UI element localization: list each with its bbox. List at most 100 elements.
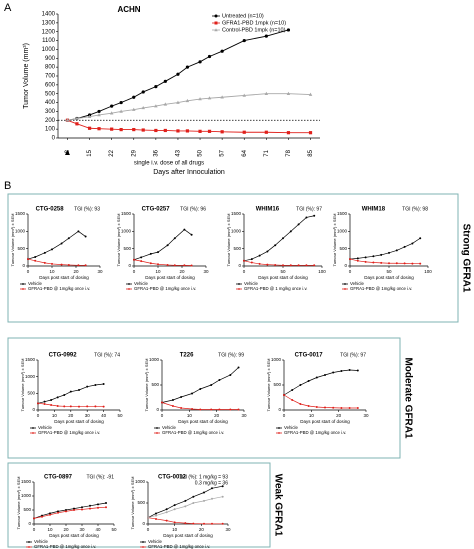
- y-axis-label: Tumour Volume (mm³) ± SEM: [332, 214, 337, 267]
- data-point: [214, 14, 218, 18]
- data-point: [155, 512, 157, 515]
- y-axis-label: Tumour Volume (mm³) ± SEM: [130, 477, 135, 530]
- data-point: [67, 237, 70, 240]
- data-point: [154, 128, 158, 133]
- data-point: [65, 118, 70, 122]
- x-axis-label: Days post start of dosing: [39, 275, 89, 280]
- data-point: [49, 512, 51, 515]
- data-point: [28, 541, 30, 543]
- data-point: [43, 400, 46, 403]
- data-point: [344, 288, 346, 290]
- data-point: [171, 405, 174, 407]
- x-tick-label: 10: [52, 413, 58, 418]
- legend-label: GFRA1-PBD @ 1mg/kg once i.v.: [162, 430, 224, 435]
- data-point: [34, 255, 37, 258]
- group-box: [7, 337, 401, 459]
- data-point: [173, 237, 176, 240]
- panel-label: A: [4, 2, 12, 14]
- data-point: [65, 510, 67, 513]
- data-point: [105, 502, 107, 504]
- data-point: [63, 394, 66, 396]
- data-point: [297, 264, 300, 267]
- data-point: [140, 260, 143, 263]
- series-line: [67, 29, 289, 121]
- annotation: TGI (%): 99: [218, 352, 244, 358]
- annotation: single i.v. dose of all drugs: [134, 161, 204, 167]
- data-point: [283, 394, 285, 396]
- data-point: [84, 235, 87, 238]
- legend-label: GFRA1-PBD @ 1mg/kg once i.v.: [148, 544, 210, 549]
- data-point: [155, 514, 157, 517]
- y-tick-label: 1400: [42, 12, 56, 18]
- data-point: [211, 522, 213, 525]
- annotation: TGI (%): 97: [340, 352, 366, 358]
- y-tick-label: 1500: [337, 211, 348, 216]
- x-tick-label: 0: [283, 413, 286, 418]
- x-tick-label: 10: [309, 413, 315, 418]
- data-point: [211, 487, 213, 490]
- data-point: [274, 244, 277, 247]
- legend-label: Vehicle: [284, 425, 298, 430]
- y-tick-label: 500: [339, 246, 347, 251]
- y-tick-label: 500: [273, 382, 281, 387]
- series-line: [243, 260, 315, 266]
- y-tick-label: 1000: [337, 229, 348, 234]
- x-tick-label: 0: [243, 269, 246, 274]
- data-point: [176, 100, 180, 104]
- x-tick-label: 50: [386, 269, 392, 274]
- y-tick-label: 200: [45, 118, 56, 124]
- data-point: [51, 262, 53, 265]
- legend-label: GFRA1-PBD @ 1mg/kg once i.v.: [350, 286, 412, 291]
- data-point: [395, 262, 398, 265]
- data-point: [356, 369, 359, 372]
- data-point: [289, 230, 292, 233]
- legend-label: Control-PBD 1mpk (n=10): [222, 27, 286, 33]
- data-point: [156, 427, 158, 429]
- data-point: [220, 49, 224, 53]
- y-tick-label: 500: [27, 391, 35, 396]
- data-point: [86, 405, 89, 408]
- legend-label: Vehicle: [162, 425, 176, 430]
- x-tick-label: 30: [241, 413, 247, 418]
- data-point: [419, 262, 422, 265]
- legend-label: GFRA1-PBD @ 1mg/kg once i.v.: [134, 286, 196, 291]
- data-point: [75, 116, 79, 120]
- x-tick-label: 50: [198, 149, 204, 156]
- data-point: [207, 54, 212, 59]
- data-point: [356, 407, 359, 409]
- data-point: [299, 384, 302, 386]
- data-point: [242, 130, 246, 134]
- data-point: [238, 288, 240, 290]
- x-tick-label: 20: [214, 413, 220, 418]
- legend-label: Vehicle: [350, 281, 364, 286]
- legend-label: GFRA1-PBD @ 1 mg/kg once i.v.: [244, 286, 308, 291]
- data-point: [305, 264, 308, 267]
- x-tick-label: 30: [203, 269, 209, 274]
- data-point: [203, 499, 205, 502]
- y-tick-label: 0: [238, 263, 241, 268]
- x-tick-label: 20: [68, 413, 74, 418]
- data-point: [242, 38, 246, 43]
- data-point: [180, 396, 183, 398]
- data-point: [110, 104, 114, 108]
- x-tick-label: 50: [111, 527, 117, 532]
- data-point: [163, 79, 167, 83]
- data-point: [203, 491, 205, 494]
- x-tick-label: 30: [363, 413, 369, 418]
- data-point: [128, 283, 130, 285]
- y-tick-label: 1500: [121, 211, 132, 216]
- data-point: [190, 264, 193, 267]
- data-point: [165, 519, 168, 522]
- y-tick-label: 0: [22, 263, 25, 268]
- data-point: [411, 262, 414, 265]
- annotation: TGI (%): 96: [180, 206, 206, 212]
- x-tick-label: 0: [147, 527, 150, 532]
- y-tick-label: 900: [45, 56, 56, 62]
- data-point: [49, 513, 51, 516]
- data-point: [84, 264, 87, 267]
- data-point: [119, 109, 123, 113]
- chart-title: CTG-0017: [295, 353, 324, 359]
- data-point: [308, 131, 313, 135]
- x-tick-label: 10: [172, 527, 178, 532]
